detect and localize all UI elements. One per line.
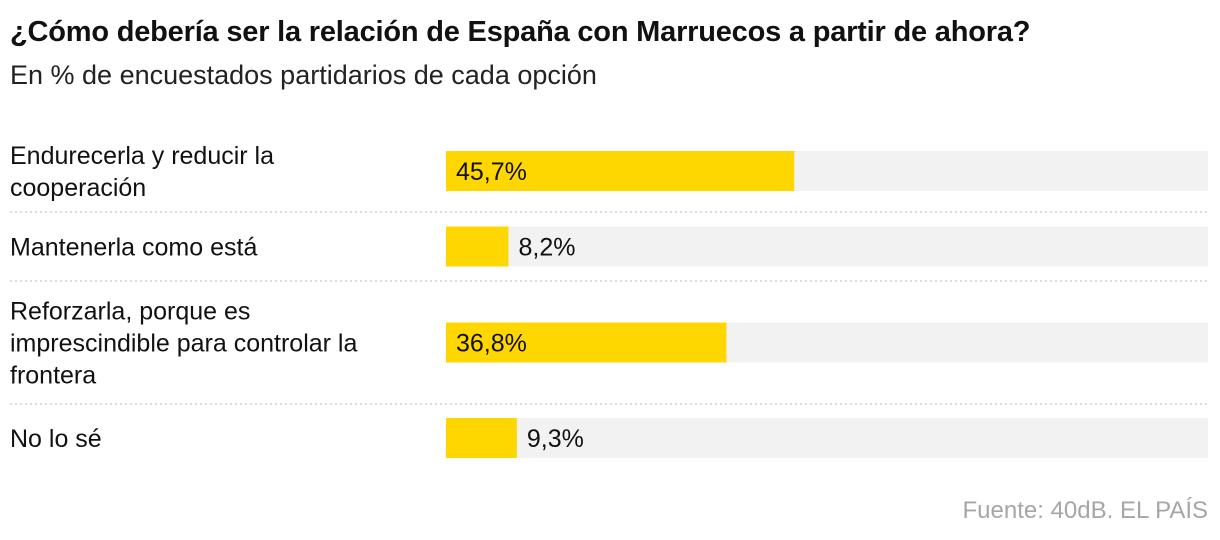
value-label: 8,2% [518, 234, 575, 262]
value-label: 36,8% [456, 330, 527, 358]
bar-track [446, 226, 1208, 267]
chart-subtitle: En % de encuestados partidarios de cada … [10, 60, 597, 90]
category-label: Reforzarla, porque es imprescindible para… [10, 298, 357, 390]
bar [446, 418, 517, 458]
category-label: No lo sé [10, 425, 102, 453]
bar [446, 226, 509, 267]
category-label: Endurecerla y reducir la cooperación [10, 142, 274, 202]
value-label: 9,3% [527, 425, 584, 453]
chart-title: ¿Cómo debería ser la relación de España … [10, 16, 1031, 48]
source-note: Fuente: 40dB. EL PAÍS [962, 497, 1208, 524]
bar [446, 151, 795, 191]
category-label: Mantenerla como está [10, 234, 257, 262]
value-label: 45,7% [456, 158, 527, 186]
bar [446, 322, 727, 363]
bar-track [446, 418, 1208, 458]
